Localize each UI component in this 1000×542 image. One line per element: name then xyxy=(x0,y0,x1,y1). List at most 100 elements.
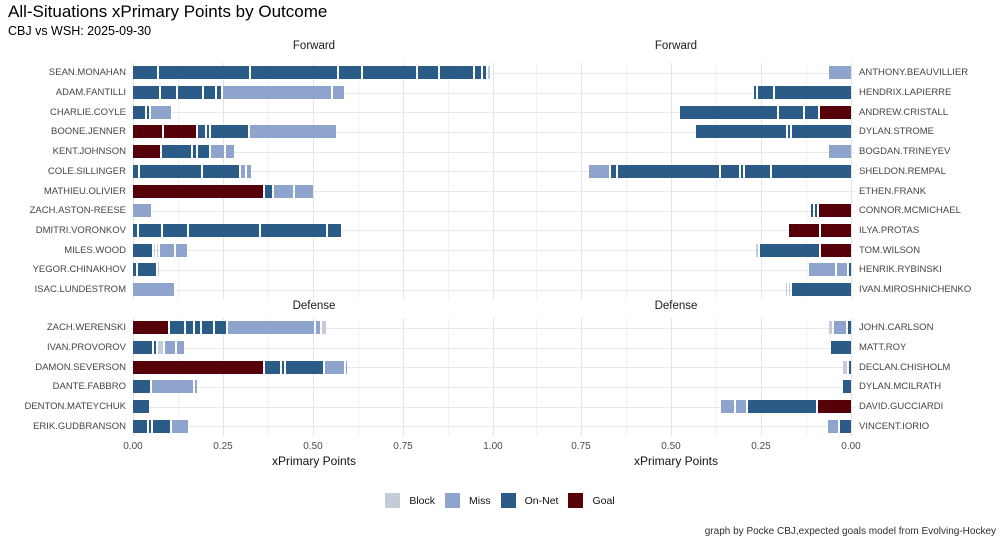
player-label: ERIK.GUDBRANSON xyxy=(33,420,126,432)
bar-segment xyxy=(178,86,202,100)
player-label: MATT.ROY xyxy=(859,342,907,354)
bar xyxy=(497,243,855,257)
player-label: HENRIK.RYBINSKI xyxy=(859,264,942,276)
player-label: ANDREW.CRISTALL xyxy=(859,106,949,118)
bar xyxy=(131,223,497,237)
bar-segment xyxy=(195,380,197,394)
bar xyxy=(497,86,855,100)
axis-tick-label: 0.00 xyxy=(123,441,143,452)
bar xyxy=(131,263,497,277)
bar-segment xyxy=(147,105,149,119)
bar xyxy=(497,360,855,374)
gridline-minor xyxy=(448,318,449,437)
bar xyxy=(131,164,497,178)
bar-segment xyxy=(133,263,136,277)
player-label: YEGOR.CHINAKHOV xyxy=(32,264,126,276)
bar-segment xyxy=(821,243,851,257)
bar-segment xyxy=(251,66,337,80)
gridline-row xyxy=(497,131,855,133)
gridline-row xyxy=(131,171,497,173)
gridline-row xyxy=(131,289,497,291)
gridline-major xyxy=(313,63,314,300)
gridline-minor xyxy=(806,63,807,300)
bar-segment xyxy=(138,263,156,277)
gridline-row xyxy=(131,210,497,212)
gridline-minor xyxy=(626,63,627,300)
bar-segment xyxy=(786,283,787,297)
bar xyxy=(131,283,497,297)
bar-segment xyxy=(837,263,847,277)
bar-segment xyxy=(829,145,851,159)
bar xyxy=(497,105,855,119)
bar-segment xyxy=(265,184,272,198)
bar-segment xyxy=(789,223,819,237)
bar-segment xyxy=(363,66,416,80)
bar-segment xyxy=(133,184,263,198)
bar xyxy=(131,86,497,100)
player-label: MILES.WOOD xyxy=(64,244,126,256)
gridline-row xyxy=(497,210,855,212)
bar xyxy=(497,125,855,139)
bar-segment xyxy=(792,283,851,297)
bar xyxy=(131,321,497,335)
bar-segment xyxy=(811,204,813,218)
bar-segment xyxy=(789,283,790,297)
bar-segment xyxy=(133,204,151,218)
player-label: IVAN.MIROSHNICHENKO xyxy=(859,284,972,296)
bar xyxy=(497,263,855,277)
player-label: JOHN.CARLSON xyxy=(859,322,934,334)
bar-segment xyxy=(483,66,486,80)
bar xyxy=(497,283,855,297)
bar-segment xyxy=(133,360,263,374)
bar xyxy=(131,125,497,139)
bar xyxy=(131,419,497,433)
bar-segment xyxy=(843,380,851,394)
legend-swatch xyxy=(385,493,401,508)
axis-title: xPrimary Points xyxy=(271,454,357,468)
gridline-major xyxy=(133,318,134,437)
bar-segment xyxy=(133,380,150,394)
bar-segment xyxy=(158,341,163,355)
bar-segment xyxy=(170,321,184,335)
bar-segment xyxy=(788,125,790,139)
player-label: DENTON.MATEYCHUK xyxy=(24,401,126,413)
bar-segment xyxy=(589,164,609,178)
gridline-row xyxy=(497,269,855,271)
bar xyxy=(497,204,855,218)
bar-segment xyxy=(158,263,159,277)
bar-segment xyxy=(152,380,193,394)
player-label: SHELDON.REMPAL xyxy=(859,165,946,177)
legend-swatch xyxy=(568,493,584,508)
bar-segment xyxy=(161,86,176,100)
gridline-row xyxy=(131,269,497,271)
bar-segment xyxy=(217,86,221,100)
bar-segment xyxy=(139,223,161,237)
gridline-minor xyxy=(536,63,537,300)
gridline-row xyxy=(131,406,497,408)
chart-subtitle: CBJ vs WSH: 2025-09-30 xyxy=(8,24,152,38)
axis-tick-label: 0.75 xyxy=(393,441,413,452)
bar-segment xyxy=(177,341,184,355)
chart-title: All-Situations xPrimary Points by Outcom… xyxy=(8,2,328,21)
bar-segment xyxy=(818,400,851,414)
bar-segment xyxy=(815,204,817,218)
bar-segment xyxy=(721,164,739,178)
bar-segment xyxy=(840,419,851,433)
bar-segment xyxy=(618,164,719,178)
legend-item: Goal xyxy=(568,493,615,508)
bar-segment xyxy=(792,125,851,139)
bar-segment xyxy=(680,105,777,119)
gridline-row xyxy=(131,151,497,153)
facet-strip-label: Forward xyxy=(292,40,336,52)
bar-segment xyxy=(203,164,239,178)
bar-segment xyxy=(821,223,851,237)
bar xyxy=(131,360,497,374)
bar-segment xyxy=(282,360,284,374)
player-label: ETHEN.FRANK xyxy=(859,185,927,197)
bar-segment xyxy=(133,283,174,297)
bar-segment xyxy=(325,360,344,374)
axis-tick-label: 1.00 xyxy=(483,441,503,452)
gridline-major xyxy=(671,318,672,437)
gridline-row xyxy=(497,191,855,193)
bar-segment xyxy=(133,400,149,414)
